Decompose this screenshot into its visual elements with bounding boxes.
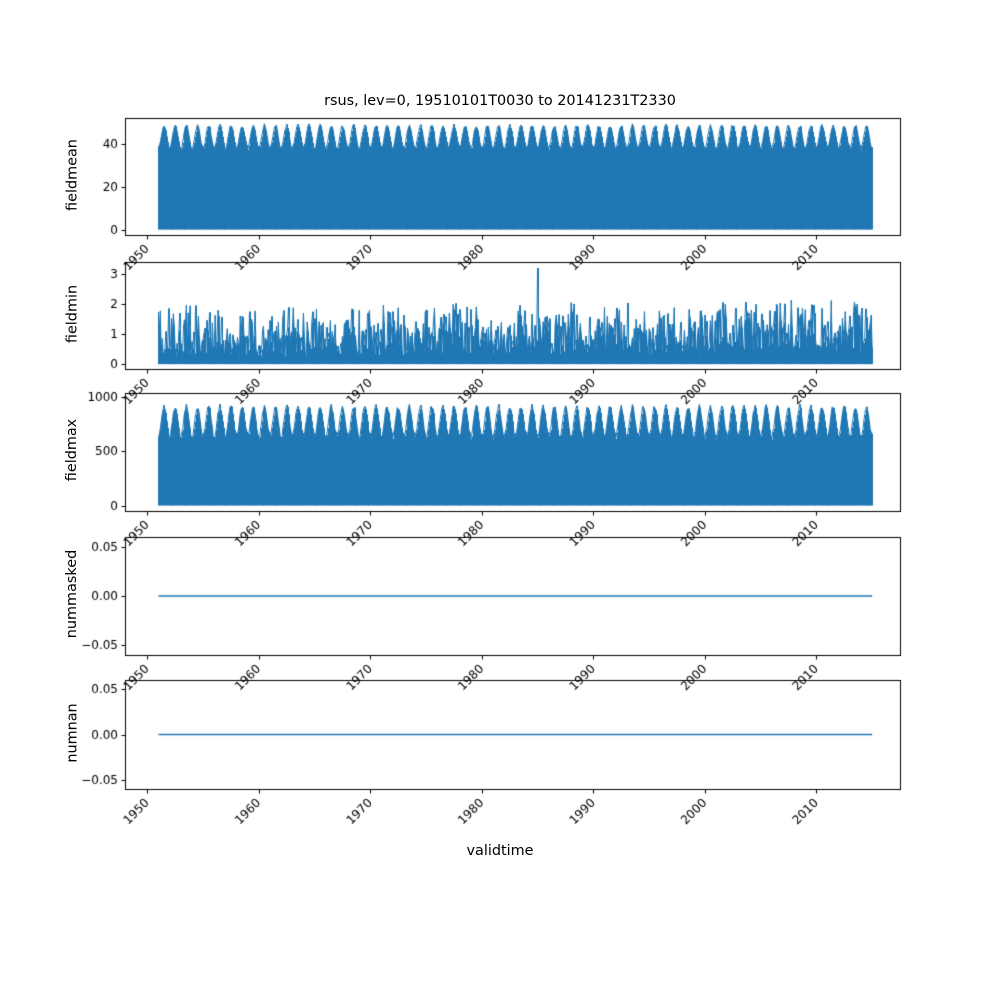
figure-title: rsus, lev=0, 19510101T0030 to 20141231T2… <box>324 93 676 109</box>
x-axis-label: validtime <box>466 843 534 859</box>
y-axis-label-numnan: numnan <box>64 702 80 763</box>
